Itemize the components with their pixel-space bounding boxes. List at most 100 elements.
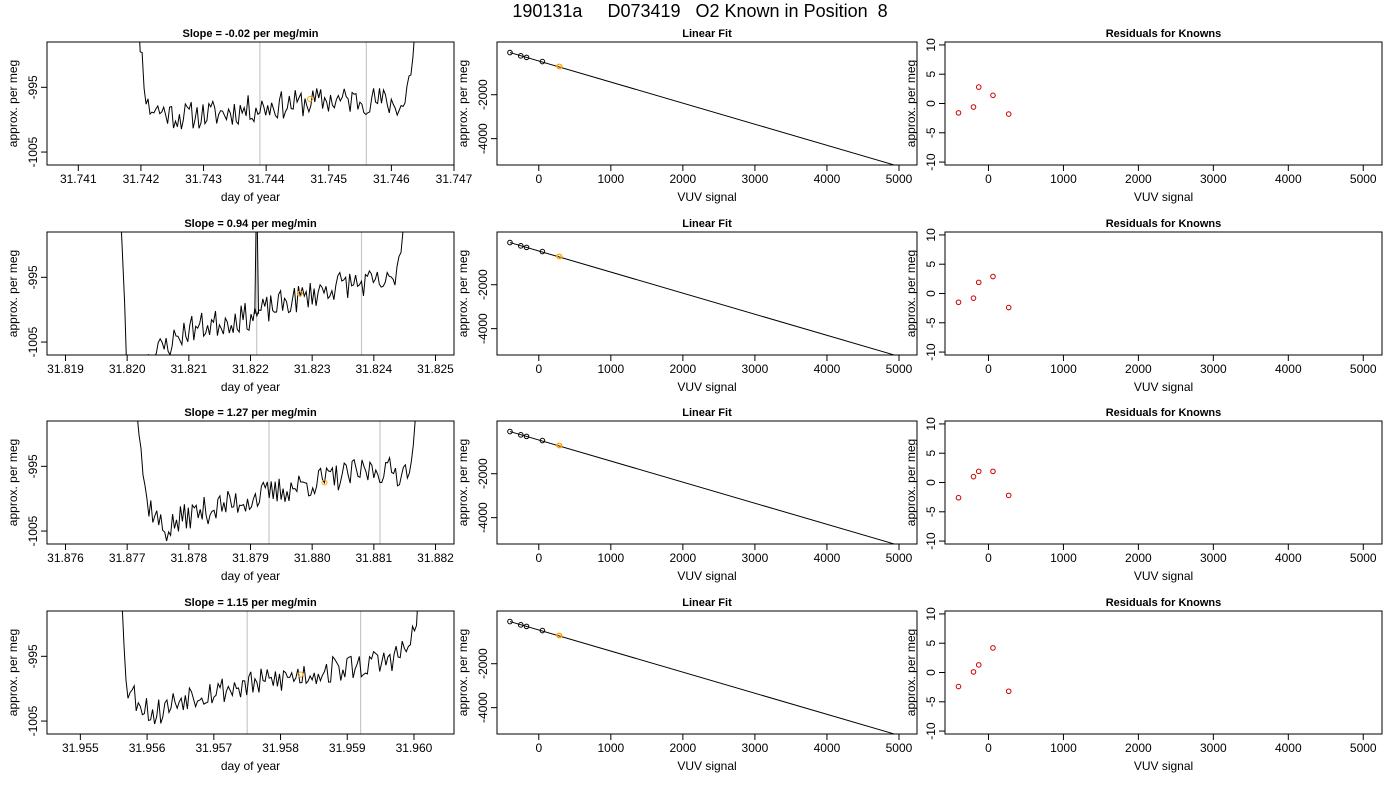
chart-title: Slope = 1.27 per meg/min: [184, 407, 317, 419]
chart-title: Linear Fit: [682, 407, 732, 419]
plot-data-area: [139, 42, 415, 165]
chart-panel-1: Slope = -0.02 per meg/min day of year appr…: [6, 28, 473, 204]
x-tick-label: 3000: [1200, 172, 1227, 186]
x-tick-label: 31.958: [262, 741, 299, 755]
chart-panel-8: Linear Fit VUV signal approx. per meg 0 1000…: [456, 407, 918, 583]
data-point: [523, 244, 530, 251]
x-tick-label: 31.881: [355, 551, 392, 565]
x-axis-label: VUV signal: [677, 190, 736, 204]
chart-title: Slope = 0.94 per meg/min: [184, 218, 317, 230]
x-tick-label: 1000: [1050, 172, 1077, 186]
x-axis-label: day of year: [221, 190, 280, 204]
x-tick-label: 5000: [886, 741, 913, 755]
y-tick-label: -10: [924, 343, 938, 361]
residual-point: [1005, 304, 1012, 311]
chart-panel-11: Linear Fit VUV signal approx. per meg 0 1000…: [456, 597, 918, 773]
x-tick-label: 2000: [1125, 172, 1152, 186]
plot-data-area: [955, 645, 1012, 695]
y-tick-label: 5: [924, 261, 938, 268]
chart-panel-7: Slope = 1.27 per meg/min day of year appro…: [6, 407, 455, 583]
y-tick-label: 10: [924, 38, 938, 52]
trace-spike: [254, 232, 260, 314]
x-axis-label: VUV signal: [1134, 569, 1193, 583]
chart-panel-4: Slope = 0.94 per meg/min day of year appro…: [6, 218, 455, 394]
residual-point: [990, 645, 996, 651]
plot-frame: [496, 231, 918, 356]
x-tick-label: 4000: [814, 172, 841, 186]
residual-point: [975, 279, 982, 286]
plot-frame: [944, 610, 1383, 735]
residual-point: [990, 468, 996, 475]
x-axis-label: VUV signal: [1134, 380, 1193, 394]
data-point: [507, 49, 513, 56]
data-point: [517, 432, 524, 438]
chart-panel-6: Residuals for Knowns VUV signal approx. pe…: [904, 218, 1383, 394]
y-tick-label: -4000: [476, 502, 490, 533]
data-point: [507, 428, 513, 435]
chart-panel-5: Linear Fit VUV signal approx. per meg 0 1000…: [456, 218, 918, 394]
residual-point: [955, 494, 962, 501]
x-tick-label: 1000: [597, 741, 624, 755]
x-tick-label: 31.823: [294, 362, 331, 376]
x-tick-label: 31.878: [170, 551, 207, 565]
residual-point: [1005, 688, 1012, 695]
data-point: [539, 627, 546, 634]
x-tick-label: 31.822: [232, 362, 269, 376]
y-tick-label: -4000: [476, 313, 490, 344]
x-tick-label: 5000: [1350, 551, 1377, 565]
x-tick-label: 1000: [597, 362, 624, 376]
x-tick-label: 31.880: [294, 551, 331, 565]
residual-point: [975, 468, 982, 475]
x-tick-label: 4000: [814, 551, 841, 565]
y-tick-label: -10: [924, 153, 938, 171]
residual-point: [1005, 111, 1012, 117]
residual-point: [970, 669, 977, 675]
residual-point: [955, 299, 962, 306]
x-tick-label: 4000: [814, 741, 841, 755]
x-tick-label: 31.747: [436, 172, 473, 186]
y-tick-label: 0: [924, 290, 938, 297]
x-axis-label: VUV signal: [677, 380, 736, 394]
chart-title: Slope = -0.02 per meg/min: [182, 28, 318, 40]
plot-data-area: [955, 84, 1012, 117]
figure-title: 190131a D073419 O2 Known in Position 8: [512, 1, 888, 21]
x-tick-label: 2000: [670, 551, 697, 565]
x-tick-label: 3000: [742, 362, 769, 376]
y-tick-label: -2000: [476, 79, 490, 110]
y-tick-label: 10: [924, 228, 938, 242]
highlight-point: [296, 290, 303, 297]
chart-title: Residuals for Knowns: [1106, 218, 1222, 230]
plot-frame: [496, 420, 918, 545]
y-tick-label: 10: [924, 417, 938, 431]
x-axis-label: VUV signal: [1134, 759, 1193, 773]
x-tick-label: 31.825: [417, 362, 454, 376]
x-tick-label: 31.879: [232, 551, 269, 565]
y-axis-label: approx. per meg: [904, 250, 918, 337]
x-tick-label: 0: [535, 172, 542, 186]
chart-panel-3: Residuals for Knowns VUV signal approx. pe…: [904, 28, 1383, 204]
y-axis-label: approx. per meg: [904, 60, 918, 147]
plot-data-area: [507, 618, 897, 734]
plot-frame: [496, 610, 918, 735]
chart-title: Slope = 1.15 per meg/min: [184, 597, 317, 609]
data-trace: [120, 232, 404, 355]
y-axis-label: approx. per meg: [456, 629, 470, 716]
x-tick-label: 1000: [597, 551, 624, 565]
plot-data-area: [121, 611, 418, 734]
x-tick-label: 2000: [1125, 362, 1152, 376]
chart-title: Residuals for Knowns: [1106, 407, 1222, 419]
plot-data-area: [120, 232, 404, 355]
y-axis-label: approx. per meg: [6, 439, 20, 526]
x-tick-label: 31.956: [129, 741, 166, 755]
data-point: [517, 622, 524, 628]
y-tick-label: -2000: [476, 458, 490, 489]
data-point: [523, 54, 530, 61]
y-tick-label: 5: [924, 640, 938, 647]
x-tick-label: 2000: [670, 172, 697, 186]
y-tick-label: 0: [924, 100, 938, 107]
x-tick-label: 31.741: [60, 172, 97, 186]
x-axis-label: VUV signal: [677, 569, 736, 583]
x-tick-label: 2000: [1125, 551, 1152, 565]
y-tick-label: -995: [26, 644, 40, 668]
plot-data-area: [137, 421, 416, 544]
